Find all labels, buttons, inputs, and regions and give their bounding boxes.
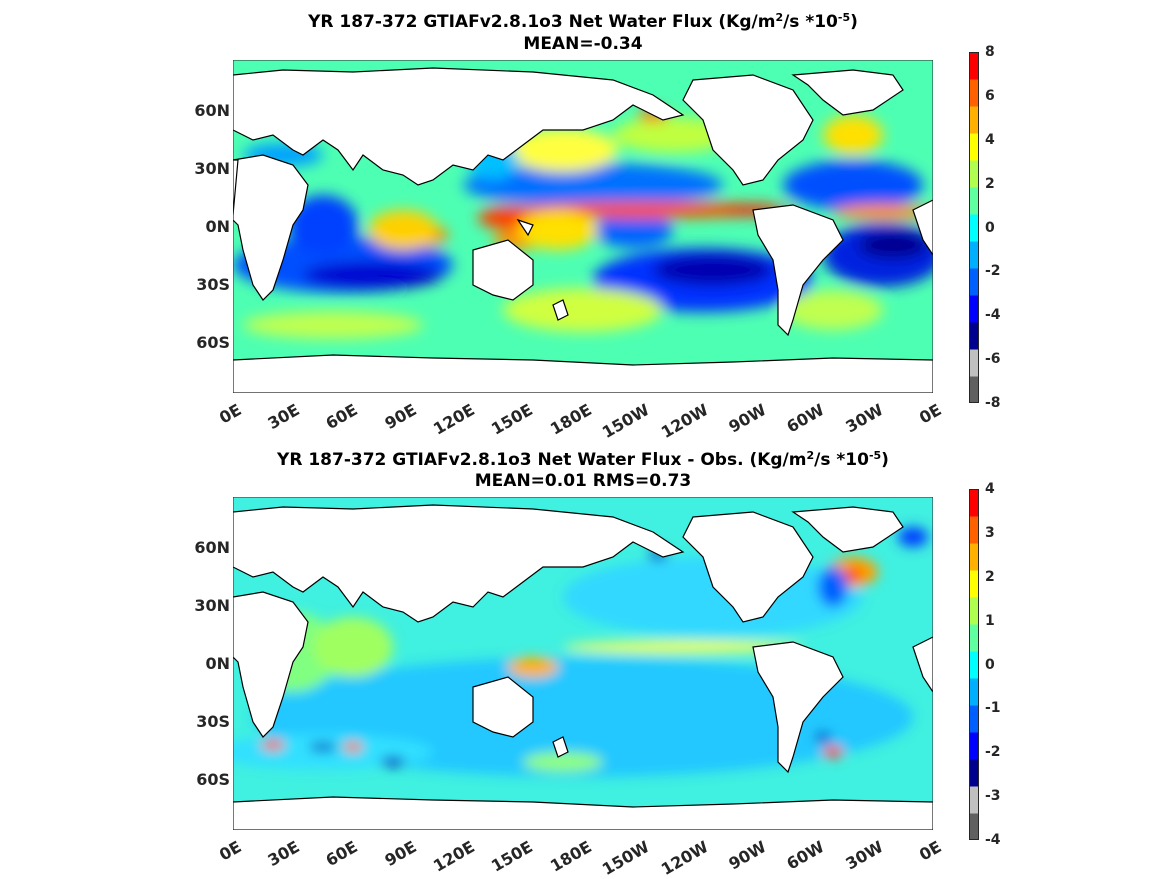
colorbar-swatch: [969, 759, 979, 787]
lon-label: 150W: [599, 837, 653, 879]
colorbar-swatch: [969, 597, 979, 625]
colorbar-tick-label: 1: [985, 612, 995, 629]
colorbar-tick-label: 8: [985, 44, 995, 60]
colorbar-swatch: [969, 241, 979, 269]
lat-label-60s: 60S: [196, 333, 230, 352]
lat-label-30n: 30N: [194, 596, 230, 615]
colorbar-tick-label: 0: [985, 219, 995, 236]
colorbar-tick-label: -2: [985, 263, 1001, 280]
lon-label: 60W: [783, 400, 828, 437]
lat-label-0n: 0N: [205, 217, 230, 236]
colorbar-swatch: [969, 813, 979, 841]
lat-label-30s: 30S: [196, 275, 230, 294]
lon-label: 90E: [381, 837, 420, 871]
panel1-land: [233, 67, 933, 393]
colorbar-swatch: [969, 133, 979, 161]
panel1-title: YR 187-372 GTIAFv2.8.1o3 Net Water Flux …: [308, 11, 858, 32]
colorbar-swatch: [969, 624, 979, 652]
lon-label: 60W: [783, 837, 828, 874]
colorbar-swatch: [969, 106, 979, 134]
colorbar-tick-label: 4: [985, 131, 995, 148]
lon-label: 90E: [381, 400, 420, 434]
colorbar-swatch: [969, 543, 979, 571]
colorbar-swatch: [969, 268, 979, 296]
panel1-subtitle: MEAN=-0.34: [523, 34, 643, 54]
lon-label: 0E: [915, 400, 945, 428]
colorbar-swatch: [969, 187, 979, 215]
lon-label: 60E: [322, 400, 362, 434]
colorbar-tick-label: 6: [985, 87, 995, 104]
lon-label: 0E: [915, 837, 945, 865]
colorbar-swatch: [969, 651, 979, 679]
colorbar-tick-label: -6: [985, 351, 1001, 368]
colorbar-tick-label: -2: [985, 744, 1001, 761]
colorbar-swatch: [969, 376, 979, 404]
lon-label: 180E: [546, 837, 595, 876]
colorbar-tick-label: 4: [985, 481, 995, 497]
colorbar-border: [969, 489, 979, 840]
colorbar-tick-label: -4: [985, 832, 1001, 848]
lon-label: 90W: [725, 837, 770, 874]
colorbar-tick-label: -4: [985, 307, 1001, 324]
colorbar-swatch: [969, 160, 979, 188]
lon-label: 0E: [215, 400, 245, 428]
colorbar-swatch: [969, 322, 979, 350]
colorbar-tick-label: 2: [985, 568, 995, 585]
panel1-map: [233, 60, 933, 393]
lon-label: 150E: [488, 837, 537, 876]
lon-label: 120E: [429, 400, 478, 439]
colorbar-swatch: [969, 732, 979, 760]
colorbar-tick-label: 2: [985, 175, 995, 192]
colorbar-swatch: [969, 489, 979, 517]
colorbar-tick-label: -1: [985, 700, 1001, 717]
lon-label: 120E: [429, 837, 478, 876]
colorbar-tick-label: -3: [985, 788, 1001, 805]
colorbar-swatch: [969, 349, 979, 377]
colorbar-swatch: [969, 79, 979, 107]
lon-label: 30E: [264, 837, 303, 871]
lon-label: 150W: [599, 400, 653, 442]
colorbar-swatch: [969, 214, 979, 242]
colorbar-border: [969, 52, 979, 403]
colorbar-swatch: [969, 705, 979, 733]
colorbar-swatch: [969, 516, 979, 544]
lon-label: 30W: [842, 837, 887, 874]
colorbar-swatch: [969, 786, 979, 814]
colorbar-swatch: [969, 678, 979, 706]
lat-label-60s: 60S: [196, 770, 230, 789]
lat-label-60n: 60N: [194, 538, 230, 557]
lon-label: 120W: [657, 837, 712, 879]
panel1-colorbar: [969, 52, 979, 404]
lat-label-60n: 60N: [194, 101, 230, 120]
colorbar-swatch: [969, 52, 979, 80]
lon-label: 120W: [657, 400, 712, 442]
panel2-map: [233, 497, 933, 830]
colorbar-swatch: [969, 570, 979, 598]
colorbar-tick-label: -8: [985, 395, 1001, 411]
panel2-colorbar: [969, 489, 979, 841]
lat-label-30n: 30N: [194, 159, 230, 178]
panel2-land: [233, 504, 933, 830]
lon-label: 30E: [264, 400, 303, 434]
lat-label-30s: 30S: [196, 712, 230, 731]
panel2-title: YR 187-372 GTIAFv2.8.1o3 Net Water Flux …: [277, 449, 889, 470]
lon-label: 30W: [842, 400, 887, 437]
lon-label: 0E: [215, 837, 245, 865]
lon-label: 90W: [725, 400, 770, 437]
lon-label: 180E: [546, 400, 595, 439]
lat-label-0n: 0N: [205, 654, 230, 673]
colorbar-tick-label: 3: [985, 524, 995, 541]
lon-label: 60E: [322, 837, 362, 871]
colorbar-tick-label: 0: [985, 656, 995, 673]
colorbar-swatch: [969, 295, 979, 323]
panel2-subtitle: MEAN=0.01 RMS=0.73: [474, 471, 692, 491]
lon-label: 150E: [488, 400, 537, 439]
